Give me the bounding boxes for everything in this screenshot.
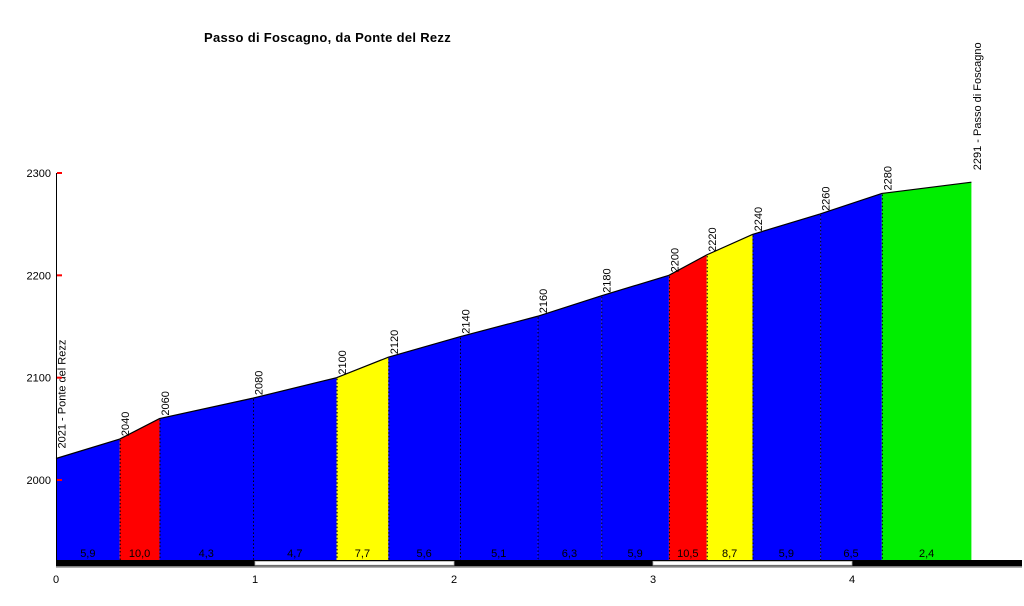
gradient-label: 5,9 xyxy=(779,548,794,560)
profile-segment xyxy=(336,357,389,560)
gradient-label: 6,3 xyxy=(562,548,577,560)
profile-segment xyxy=(119,418,160,560)
gradient-label: 5,9 xyxy=(627,548,642,560)
y-axis-tick xyxy=(57,172,62,174)
km-scale-bar xyxy=(56,560,1022,567)
profile-segment xyxy=(388,336,460,560)
end-label: 2291 - Passo di Foscagno xyxy=(972,42,984,170)
profile-segment xyxy=(706,234,753,560)
x-axis-tick-label: 1 xyxy=(252,574,258,586)
profile-segment xyxy=(159,398,254,560)
y-axis-tick-label: 2000 xyxy=(27,475,51,487)
gradient-label: 10,5 xyxy=(677,548,698,560)
profile-segment xyxy=(56,439,120,560)
gradient-label: 5,6 xyxy=(417,548,432,560)
gradient-label: 7,7 xyxy=(355,548,370,560)
gradient-label: 5,1 xyxy=(491,548,506,560)
start-label: 2021 - Ponte del Rezz xyxy=(57,340,69,449)
x-axis-tick-label: 3 xyxy=(650,574,656,586)
elevation-label: 2060 xyxy=(160,391,172,415)
elevation-label: 2280 xyxy=(882,166,894,190)
gradient-label: 6,5 xyxy=(843,548,858,560)
profile-segment xyxy=(752,213,821,560)
x-axis-tick-label: 0 xyxy=(53,574,59,586)
y-axis-tick-label: 2300 xyxy=(27,168,51,180)
y-axis-tick xyxy=(57,274,62,277)
chart-title: Passo di Foscagno, da Ponte del Rezz xyxy=(204,30,452,45)
gradient-label: 2,4 xyxy=(919,548,934,560)
elevation-label: 2140 xyxy=(460,309,472,333)
profile-outline xyxy=(55,181,972,460)
profile-segment xyxy=(459,316,538,560)
profile-segment xyxy=(601,275,669,560)
y-axis-tick xyxy=(57,478,62,481)
x-axis-tick-label: 4 xyxy=(849,574,855,586)
km-scale-bar-white-section xyxy=(652,561,853,566)
y-axis-tick-label: 2200 xyxy=(27,270,51,282)
y-axis-tick xyxy=(57,376,62,379)
profile-segment xyxy=(820,193,882,560)
profile-segment xyxy=(881,182,972,560)
elevation-label: 2160 xyxy=(538,289,550,313)
profile-segment xyxy=(668,254,707,560)
profile-segment xyxy=(537,295,602,560)
elevation-label: 2100 xyxy=(337,350,349,374)
profile-segment xyxy=(253,377,337,560)
gradient-label: 5,9 xyxy=(80,548,95,560)
elevation-label: 2040 xyxy=(120,412,132,436)
elevation-label: 2240 xyxy=(753,207,765,231)
elevation-label: 2080 xyxy=(254,371,266,395)
gradient-label: 4,3 xyxy=(199,548,214,560)
elevation-label: 2200 xyxy=(669,248,681,272)
elevation-label: 2120 xyxy=(389,330,401,354)
elevation-label: 2180 xyxy=(602,268,614,292)
gradient-label: 8,7 xyxy=(722,548,737,560)
km-scale-bar-white-section xyxy=(254,561,455,566)
x-axis-tick-label: 2 xyxy=(451,574,457,586)
y-axis-tick-label: 2100 xyxy=(27,373,51,385)
elevation-label: 2220 xyxy=(707,227,719,251)
elevation-label: 2260 xyxy=(821,186,833,210)
gradient-label: 4,7 xyxy=(287,548,302,560)
gradient-label: 10,0 xyxy=(129,548,150,560)
